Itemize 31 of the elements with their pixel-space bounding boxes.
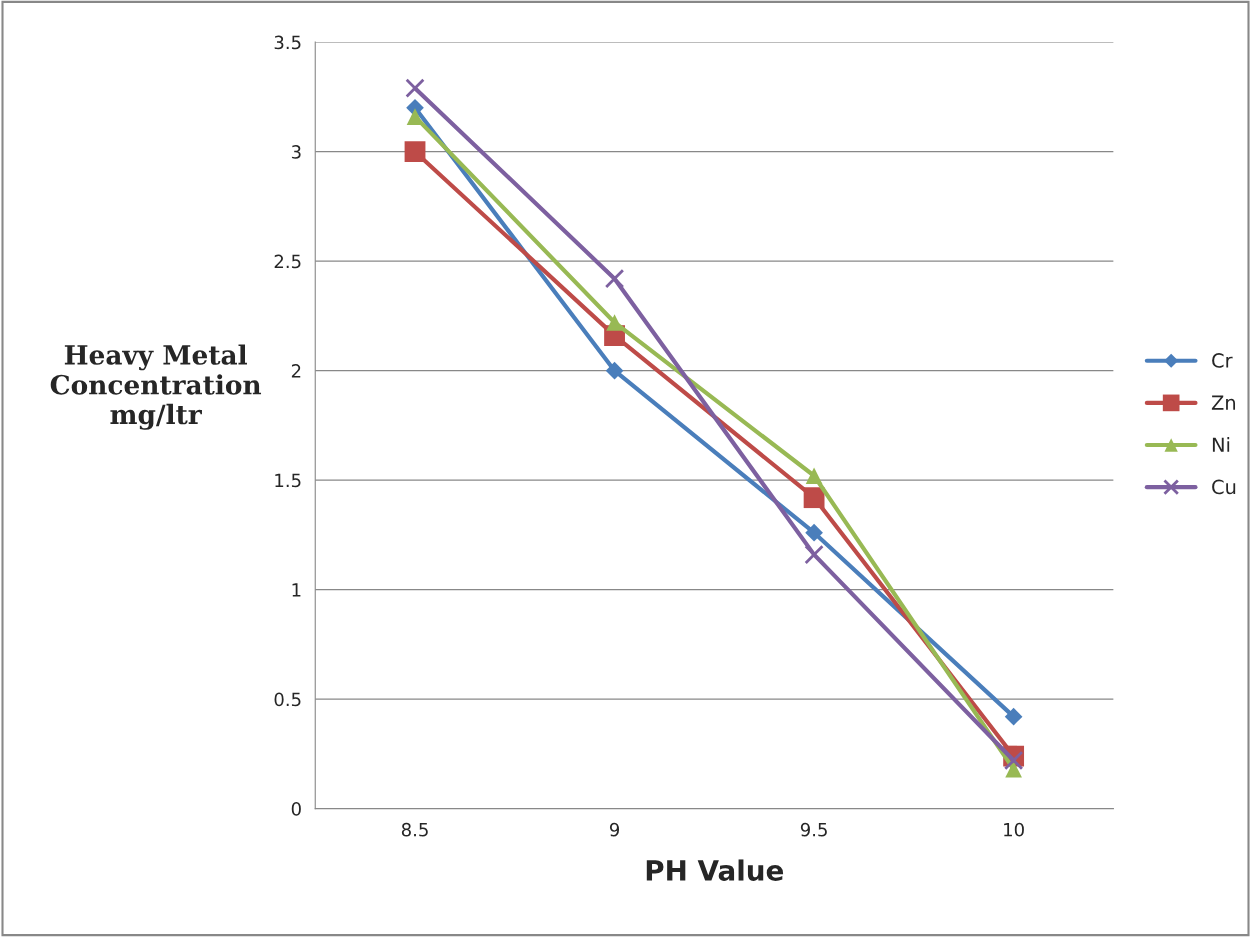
- x-axis-title: PH Value: [646, 859, 784, 881]
- y-tick-label: 1: [292, 583, 301, 597]
- point: [804, 544, 824, 565]
- y-tick-label: 2: [291, 364, 301, 378]
- y-tick-label: 2.5: [274, 254, 301, 269]
- y-tick-label: 0: [291, 802, 301, 816]
- point: [805, 523, 823, 542]
- y-tick-label: 3.5: [274, 35, 301, 50]
- point: [404, 141, 426, 163]
- legend-label: Ni: [1212, 437, 1230, 452]
- x-tick-label: 9: [609, 822, 620, 837]
- x-tick-label: 10: [1004, 822, 1024, 837]
- y-axis-title: Heavy Metal Concentration mg/ltr: [50, 344, 262, 430]
- point: [1004, 707, 1023, 726]
- point: [606, 314, 623, 331]
- y-tick-label: 3: [291, 145, 301, 159]
- point: [605, 361, 624, 380]
- point: [805, 467, 823, 485]
- point: [803, 487, 825, 509]
- point: [604, 268, 625, 289]
- point: [1003, 750, 1024, 771]
- point: [405, 78, 425, 98]
- legend-label: Cr: [1212, 353, 1233, 368]
- y-tick-label: 1.5: [275, 473, 301, 488]
- y-tick-label: 0.5: [274, 692, 301, 707]
- point: [1005, 760, 1022, 778]
- legend-label: Zn: [1211, 395, 1236, 410]
- x-tick-label: 8.5: [401, 822, 428, 837]
- point: [406, 108, 424, 125]
- legend-label: Cu: [1212, 479, 1236, 495]
- x-tick-label: 9.5: [800, 822, 827, 837]
